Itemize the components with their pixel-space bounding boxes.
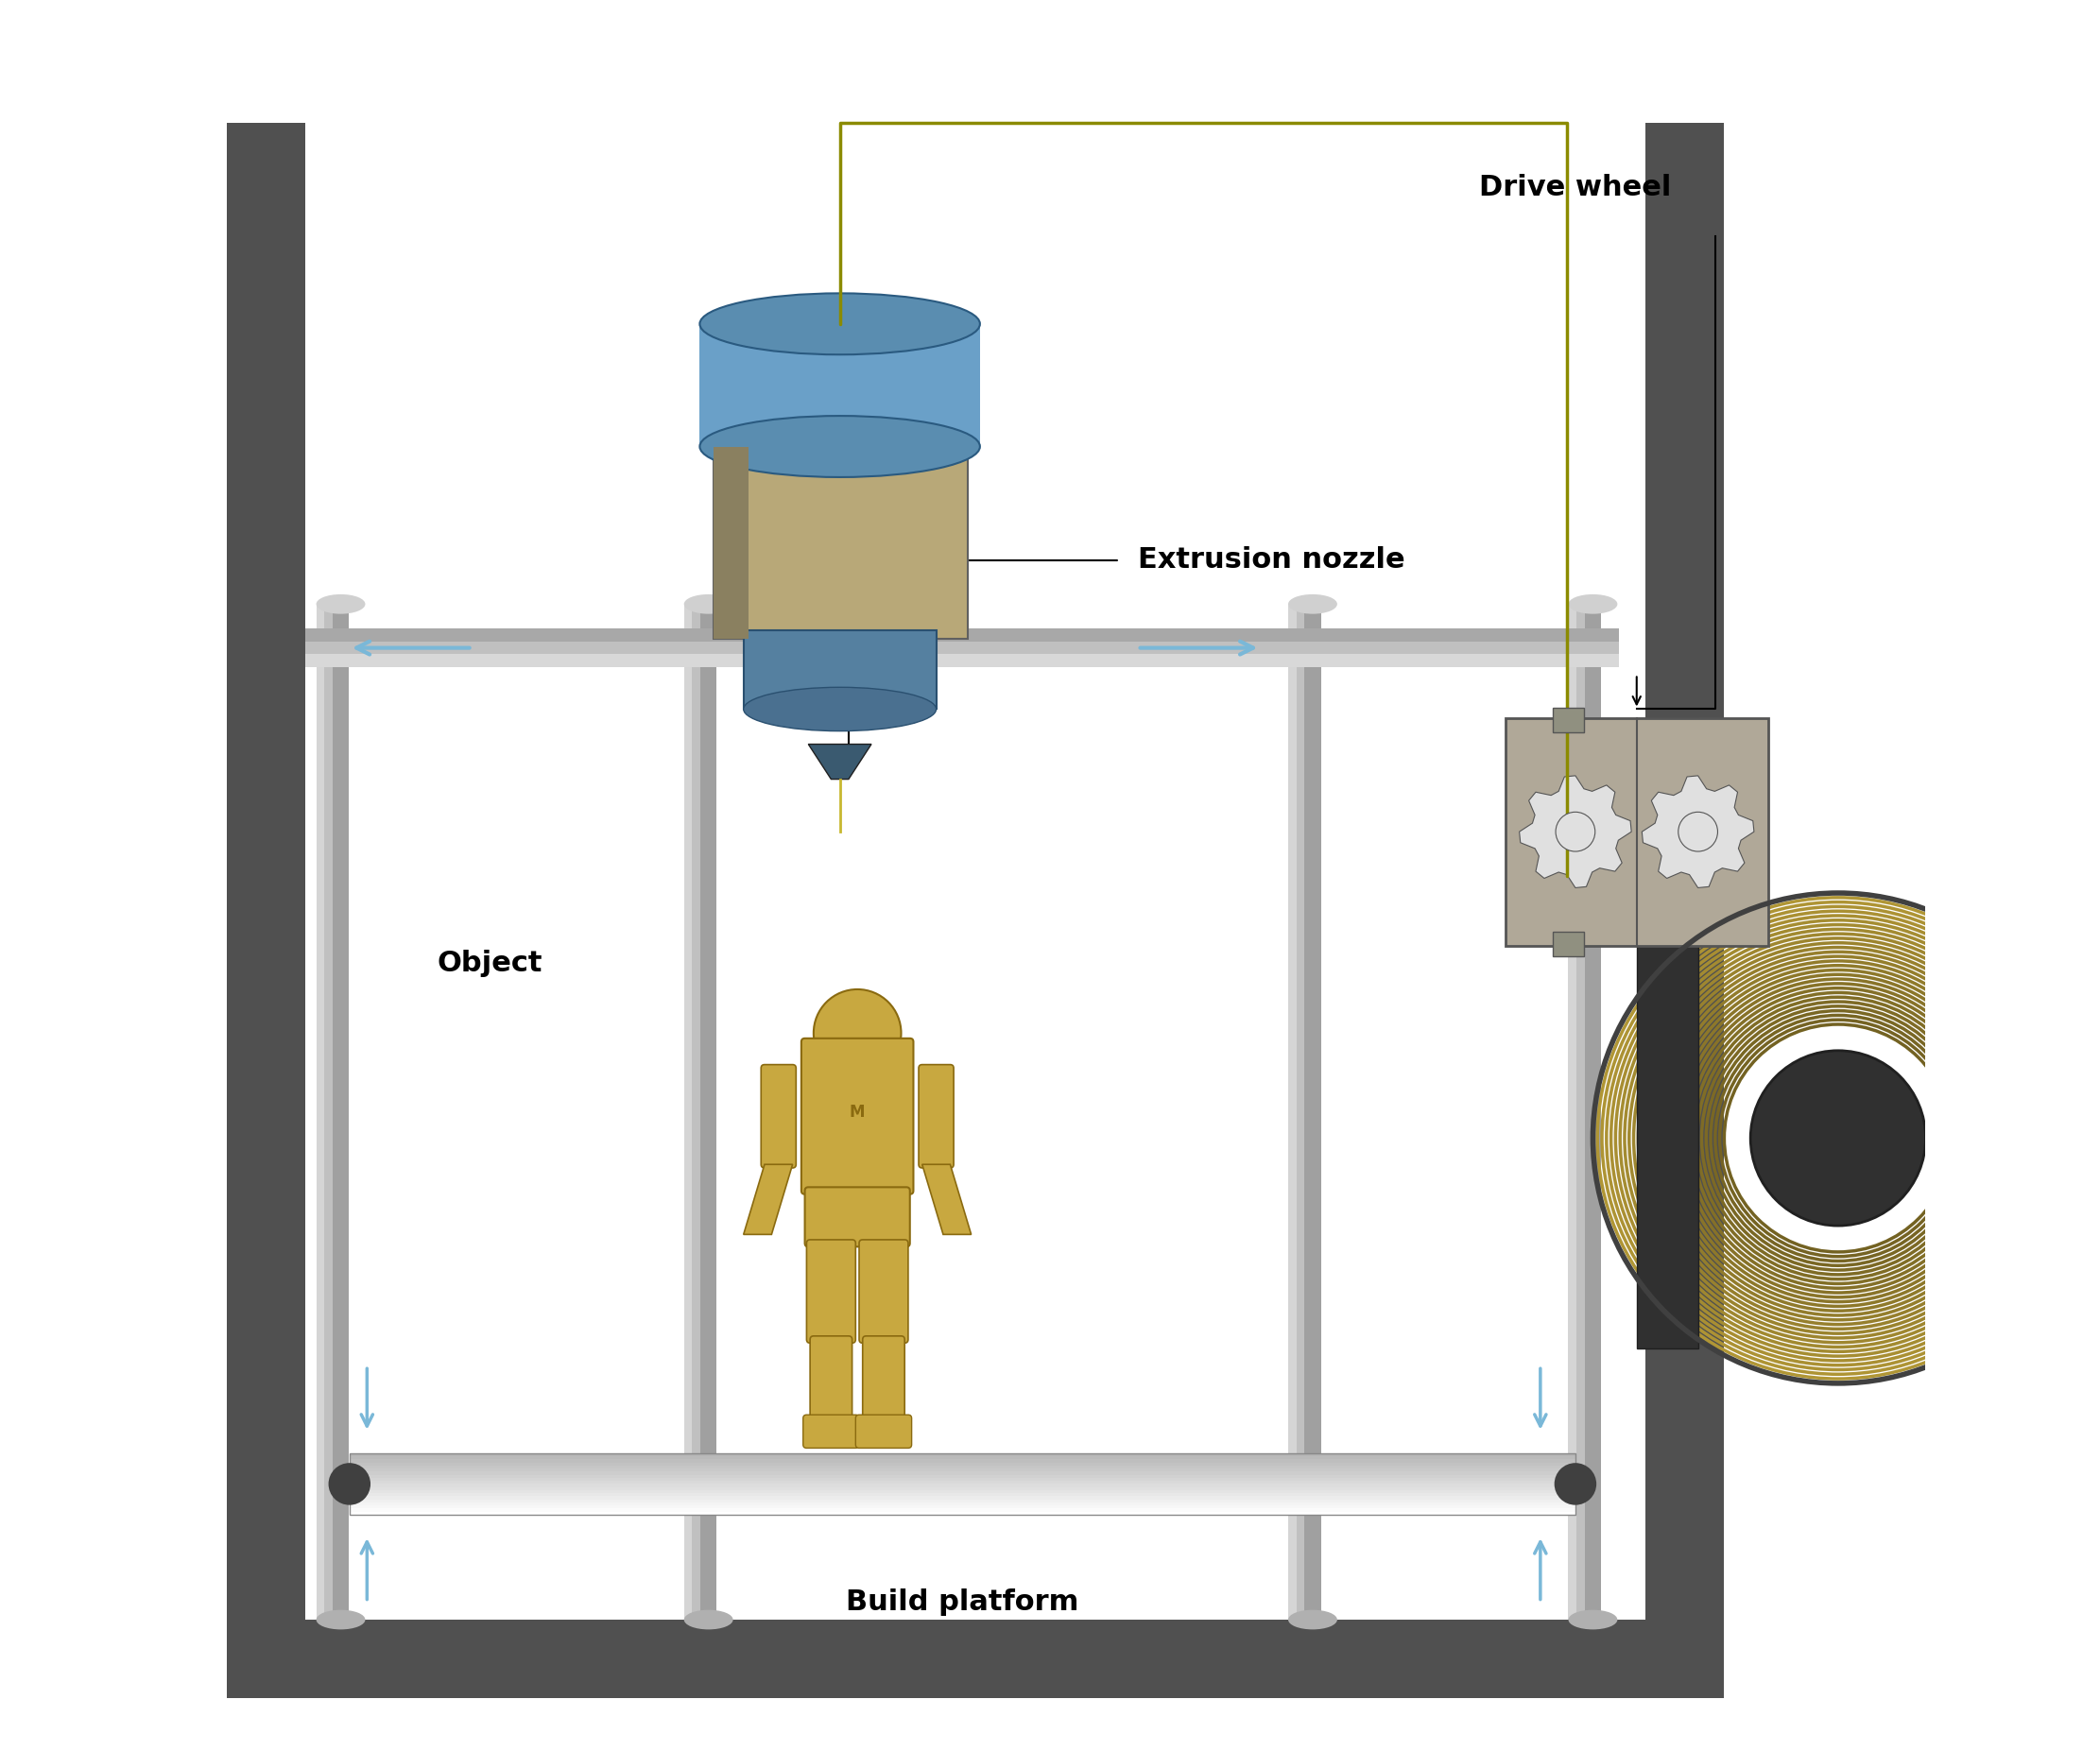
Bar [349, 1502, 1575, 1506]
Bar [323, 604, 340, 1620]
Ellipse shape [1287, 594, 1338, 615]
Ellipse shape [699, 292, 981, 354]
Text: Build platform: Build platform [846, 1588, 1079, 1616]
Circle shape [1751, 1051, 1926, 1226]
Ellipse shape [743, 688, 937, 732]
Bar [1552, 707, 1583, 732]
Polygon shape [922, 1164, 970, 1234]
Bar [227, 123, 307, 1698]
Bar [349, 1460, 1575, 1462]
Bar [349, 1474, 1575, 1478]
Circle shape [1678, 812, 1718, 851]
Bar [349, 1485, 1575, 1487]
Ellipse shape [685, 594, 733, 615]
Bar [349, 1508, 1575, 1511]
Bar [693, 604, 708, 1620]
Bar [349, 1457, 1575, 1460]
Bar [699, 324, 981, 447]
Bar [349, 1487, 1575, 1490]
Polygon shape [743, 1164, 792, 1234]
Bar [349, 1490, 1575, 1494]
FancyBboxPatch shape [760, 1065, 796, 1168]
Circle shape [813, 989, 901, 1077]
FancyBboxPatch shape [806, 1240, 855, 1343]
Bar [1304, 604, 1321, 1620]
Bar [349, 1499, 1575, 1502]
Bar [307, 655, 1619, 667]
Bar [1577, 604, 1594, 1620]
Bar [349, 1466, 1575, 1469]
FancyBboxPatch shape [802, 1415, 859, 1448]
Bar [332, 604, 349, 1620]
Bar [349, 1453, 1575, 1515]
Bar [1586, 604, 1600, 1620]
Bar [743, 630, 937, 709]
Circle shape [328, 1464, 370, 1506]
Bar [349, 1481, 1575, 1485]
FancyBboxPatch shape [811, 1336, 853, 1431]
Polygon shape [1642, 776, 1753, 888]
Ellipse shape [317, 1609, 365, 1630]
FancyBboxPatch shape [804, 1187, 909, 1247]
Bar [699, 604, 716, 1620]
Bar [307, 629, 1619, 641]
Text: Object: Object [437, 949, 542, 977]
Bar [349, 1478, 1575, 1481]
Ellipse shape [317, 594, 365, 615]
Ellipse shape [1287, 1609, 1338, 1630]
Circle shape [1556, 812, 1596, 851]
Bar [1636, 946, 1699, 1348]
FancyBboxPatch shape [859, 1240, 907, 1343]
Bar [685, 604, 699, 1620]
Bar [349, 1469, 1575, 1471]
Bar [349, 1511, 1575, 1515]
Bar [317, 604, 332, 1620]
Bar [1287, 604, 1304, 1620]
Ellipse shape [1569, 594, 1617, 615]
FancyBboxPatch shape [802, 1038, 913, 1194]
Ellipse shape [685, 1609, 733, 1630]
FancyBboxPatch shape [855, 1415, 911, 1448]
Ellipse shape [1569, 1609, 1617, 1630]
Bar [349, 1506, 1575, 1509]
Polygon shape [1518, 776, 1632, 888]
Bar [1296, 604, 1312, 1620]
FancyBboxPatch shape [863, 1336, 905, 1431]
Polygon shape [808, 744, 872, 779]
Bar [1569, 604, 1586, 1620]
Bar [1636, 718, 1699, 946]
Text: Extrusion nozzle: Extrusion nozzle [1138, 546, 1405, 574]
Bar [349, 1462, 1575, 1466]
Bar [1506, 718, 1768, 946]
FancyBboxPatch shape [918, 1065, 953, 1168]
Text: M: M [851, 1103, 865, 1121]
Bar [1646, 123, 1724, 1698]
Bar [307, 641, 1619, 655]
Bar [349, 1494, 1575, 1495]
Bar [714, 447, 968, 639]
Circle shape [1554, 1464, 1596, 1506]
Bar [349, 1471, 1575, 1474]
Bar [714, 447, 750, 639]
Text: Drive wheel: Drive wheel [1478, 173, 1672, 201]
Bar [349, 1453, 1575, 1457]
Bar [227, 1620, 1716, 1698]
Ellipse shape [699, 417, 981, 478]
Bar [1552, 932, 1583, 956]
Bar [349, 1495, 1575, 1499]
